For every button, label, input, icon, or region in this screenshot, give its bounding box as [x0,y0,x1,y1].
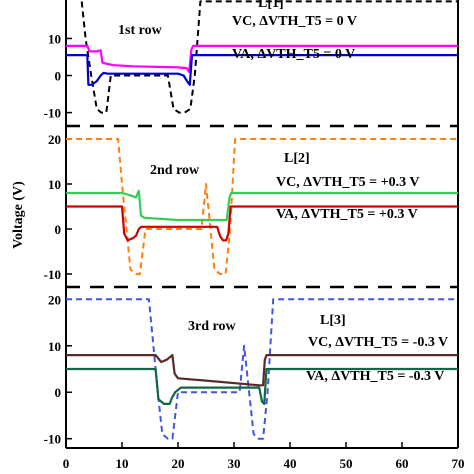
series-line-vc-row1 [66,44,458,73]
series-layer [66,0,458,440]
annotation-va: VA, ΔVTH_T5 = +0.3 V [276,207,418,222]
annotation-l: L[1] [258,0,284,11]
x-tick-label: 70 [452,456,465,471]
y-tick-label: 20 [48,292,61,307]
annotation-l: L[2] [284,151,310,166]
x-tick-label: 50 [340,456,353,471]
series-line-va-row1 [66,54,458,86]
series-line-gate-row3 [66,298,458,440]
annotation-va: VA, ΔVTH_T5 = 0 V [232,47,355,62]
series-line-va-row3 [66,367,458,405]
row-label: 3rd row [188,319,236,334]
y-tick-label: 0 [55,69,62,84]
x-tick-label: 20 [172,456,185,471]
x-tick-label: 0 [63,456,70,471]
y-tick-label: -10 [44,106,61,121]
annotation-vc: VC, ΔVTH_T5 = +0.3 V [276,175,420,190]
y-tick-label: -10 [44,267,61,282]
y-tick-label: 0 [55,385,62,400]
x-tick-label: 30 [228,456,241,471]
y-tick-label: -10 [44,432,61,447]
series-line-va-row2 [66,205,458,242]
y-tick-label: 20 [48,132,61,147]
x-tick-label: 10 [116,456,129,471]
row-label: 1st row [118,23,163,38]
series-line-vc-row3 [66,354,458,387]
row-label: 2nd row [150,163,200,178]
x-tick-label: 60 [396,456,409,471]
y-tick-label: 0 [55,222,62,237]
axes [65,0,459,449]
y-tick-label: 10 [48,177,61,192]
y-tick-label: 10 [48,31,61,46]
y-tick-label: 10 [48,339,61,354]
annotation-va: VA, ΔVTH_T5 = -0.3 V [306,369,444,384]
annotation-vc: VC, ΔVTH_T5 = -0.3 V [308,335,448,350]
annotation-vc: VC, ΔVTH_T5 = 0 V [232,14,357,29]
y-axis-label: Voltage (V) [11,181,26,249]
annotations: 1st row L[1] VC, ΔVTH_T5 = 0 V VA, ΔVTH_T5 … [118,0,448,384]
series-line-vc-row2 [66,189,458,222]
series-line-gate-row1 [79,0,458,114]
x-tick-label: 40 [284,456,297,471]
annotation-l: L[3] [320,313,346,328]
